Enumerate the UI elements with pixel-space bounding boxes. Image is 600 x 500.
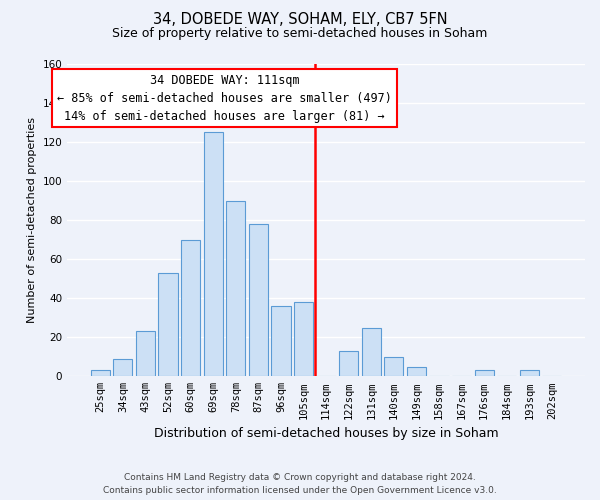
Bar [339,351,358,376]
Bar [203,132,223,376]
Bar [271,306,290,376]
Bar [249,224,268,376]
Bar [136,332,155,376]
Bar [294,302,313,376]
Text: 34, DOBEDE WAY, SOHAM, ELY, CB7 5FN: 34, DOBEDE WAY, SOHAM, ELY, CB7 5FN [152,12,448,28]
Bar [407,366,426,376]
Text: Size of property relative to semi-detached houses in Soham: Size of property relative to semi-detach… [112,28,488,40]
Bar [475,370,494,376]
Bar [384,357,403,376]
Text: 34 DOBEDE WAY: 111sqm
← 85% of semi-detached houses are smaller (497)
14% of sem: 34 DOBEDE WAY: 111sqm ← 85% of semi-deta… [57,74,392,123]
Bar [91,370,110,376]
Bar [362,328,381,376]
Bar [181,240,200,376]
Bar [226,200,245,376]
Y-axis label: Number of semi-detached properties: Number of semi-detached properties [27,117,37,323]
Bar [520,370,539,376]
Bar [158,273,178,376]
Text: Contains HM Land Registry data © Crown copyright and database right 2024.
Contai: Contains HM Land Registry data © Crown c… [103,474,497,495]
X-axis label: Distribution of semi-detached houses by size in Soham: Distribution of semi-detached houses by … [154,427,499,440]
Bar [113,358,133,376]
